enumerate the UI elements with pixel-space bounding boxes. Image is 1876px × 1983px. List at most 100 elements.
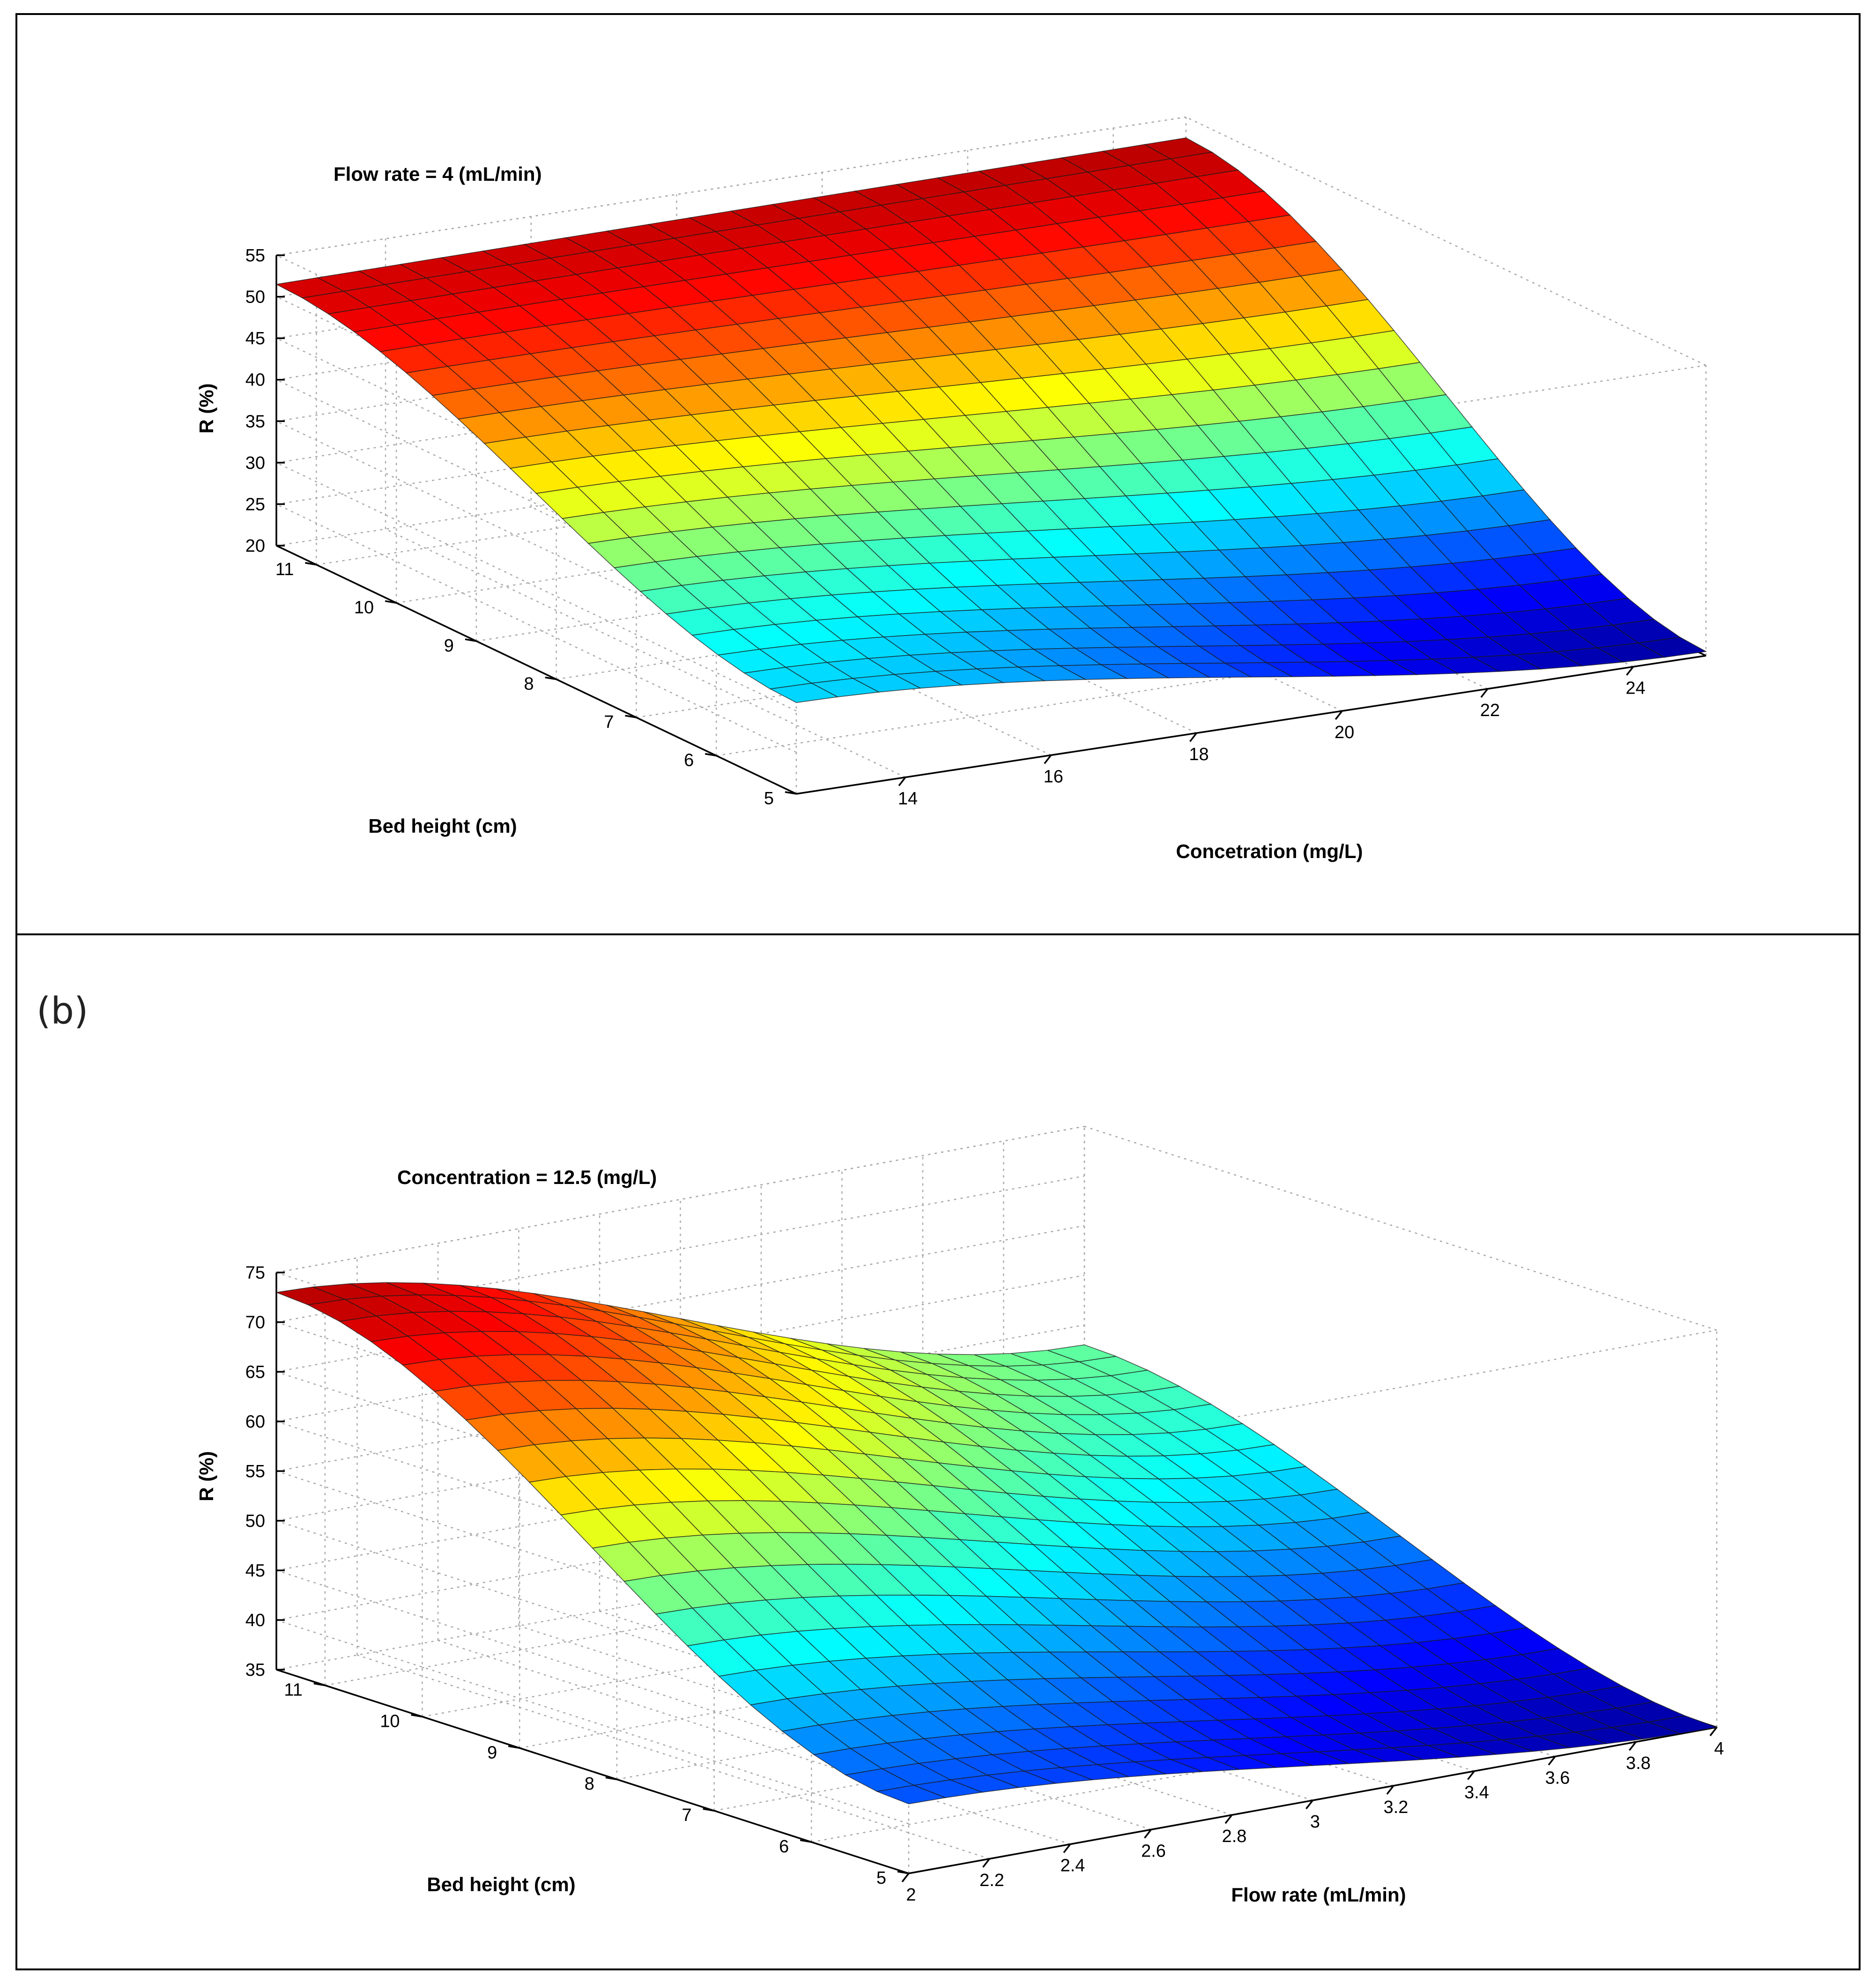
chart-b-surface-plot: 2 2.2 2.4 2.6 2.8 3 3.2 3.4 3.6 3.8 4 5 6 7 8 9 10 11 35… — [195, 1125, 1724, 1906]
y-tick-mark — [785, 791, 797, 795]
z-tick-label: 75 — [245, 1263, 265, 1283]
x-tick-label: 22 — [1480, 701, 1500, 720]
z-tick-label: 20 — [245, 536, 265, 556]
x-tick-mark — [1467, 1770, 1475, 1780]
z-tick-label: 65 — [245, 1362, 265, 1382]
y-tick-label: 10 — [380, 1711, 400, 1731]
grid-line — [908, 1329, 1717, 1477]
x-tick-label: 24 — [1625, 679, 1645, 698]
surface-patch — [1637, 636, 1707, 658]
x-tick-label: 18 — [1189, 745, 1209, 764]
chart-b-surface — [274, 1282, 1719, 1805]
x-tick-mark — [1063, 1843, 1071, 1853]
y-tick-mark — [305, 562, 317, 566]
grid-line — [276, 1324, 1085, 1472]
y-tick-label: 8 — [524, 674, 534, 694]
grid-line — [276, 462, 797, 711]
x-tick-label: 3.2 — [1384, 1798, 1409, 1817]
chart-b-zlabel: R (%) — [195, 1451, 217, 1501]
y-tick-mark — [508, 1745, 520, 1749]
x-axis-line — [796, 655, 1706, 795]
z-tick-label: 35 — [245, 1660, 265, 1680]
chart-b-annotation: Concentration = 12.5 (mg/L) — [397, 1166, 657, 1188]
y-tick-label: 11 — [275, 560, 294, 579]
x-tick-mark — [1189, 733, 1197, 742]
y-tick-label: 5 — [764, 789, 774, 808]
x-tick-mark — [1224, 1814, 1233, 1824]
y-axis-line — [276, 545, 797, 795]
x-tick-label: 16 — [1044, 767, 1063, 786]
grid-line — [385, 528, 906, 778]
grid-line — [276, 1125, 1085, 1273]
grid-line — [1186, 116, 1706, 366]
chart-a-annotation: Flow rate = 4 (mL/min) — [334, 163, 542, 185]
grid-line — [276, 1225, 1085, 1373]
y-tick-label: 8 — [585, 1774, 594, 1794]
y-tick-label: 7 — [604, 712, 614, 732]
chart-b-x-ticks: 2 2.2 2.4 2.6 2.8 3 3.2 3.4 3.6 3.8 4 — [906, 1739, 1724, 1905]
z-tick-label: 30 — [245, 453, 265, 473]
z-tick-label: 40 — [245, 1611, 265, 1630]
y-tick-mark — [385, 600, 397, 604]
y-tick-label: 10 — [354, 598, 374, 617]
y-tick-label: 9 — [487, 1743, 497, 1762]
z-tick-label: 50 — [245, 288, 265, 307]
y-tick-mark — [605, 1776, 617, 1780]
y-tick-mark — [411, 1714, 423, 1718]
z-tick-label: 50 — [245, 1511, 265, 1531]
chart-b-z-ticks: 35 40 45 50 55 60 65 70 75 — [245, 1263, 265, 1680]
y-tick-mark — [897, 1871, 909, 1874]
y-tick-label: 6 — [779, 1837, 789, 1857]
grid-line — [276, 421, 797, 670]
x-tick-mark — [901, 1872, 910, 1883]
panel-b-label: (b) — [37, 990, 88, 1032]
y-axis-line — [276, 1669, 909, 1874]
x-tick-mark — [982, 1858, 990, 1868]
x-tick-mark — [1044, 755, 1052, 764]
x-tick-label: 14 — [898, 789, 918, 809]
chart-b-y-ticks: 5 6 7 8 9 10 11 — [284, 1680, 886, 1888]
y-tick-mark — [313, 1682, 326, 1687]
y-tick-label: 11 — [284, 1680, 302, 1700]
chart-b-xlabel: Flow rate (mL/min) — [1231, 1884, 1406, 1906]
y-tick-label: 5 — [876, 1868, 886, 1888]
x-tick-mark — [898, 777, 906, 786]
chart-a-surface — [275, 137, 1707, 703]
z-tick-label: 35 — [245, 412, 265, 431]
grid-line — [716, 617, 1626, 756]
z-tick-label: 45 — [245, 1561, 265, 1581]
z-tick-label: 45 — [245, 329, 265, 348]
x-tick-label: 2.4 — [1060, 1856, 1085, 1876]
grid-line — [276, 379, 797, 629]
grid-line — [276, 338, 797, 587]
z-tick-label: 55 — [245, 1462, 265, 1481]
x-tick-label: 2.6 — [1141, 1841, 1166, 1861]
y-tick-mark — [703, 1808, 714, 1812]
grid-line — [276, 503, 797, 753]
y-tick-label: 7 — [682, 1805, 691, 1825]
x-tick-mark — [1480, 688, 1489, 698]
x-tick-mark — [1144, 1829, 1152, 1839]
chart-a-zlabel: R (%) — [195, 383, 217, 433]
x-tick-label: 3 — [1310, 1812, 1320, 1832]
x-tick-label: 2.8 — [1222, 1827, 1247, 1846]
x-tick-label: 3.6 — [1545, 1768, 1570, 1788]
y-tick-mark — [800, 1839, 812, 1843]
x-tick-mark — [1709, 1726, 1718, 1737]
grid-line — [276, 1274, 1085, 1422]
z-tick-label: 60 — [245, 1412, 265, 1432]
z-tick-label: 70 — [245, 1313, 265, 1332]
y-tick-mark — [625, 715, 637, 718]
x-tick-label: 4 — [1714, 1739, 1724, 1759]
x-tick-label: 2 — [906, 1885, 916, 1905]
y-tick-label: 9 — [444, 636, 454, 656]
y-tick-mark — [465, 638, 477, 642]
chart-a-x-ticks: 14 16 18 20 22 24 — [898, 679, 1646, 809]
chart-a-z-ticks: 20 25 30 35 40 45 50 55 — [245, 246, 265, 556]
surface-patch — [1646, 1715, 1719, 1734]
chart-a-y-ticks: 5 6 7 8 9 10 11 — [275, 560, 774, 808]
y-tick-mark — [704, 753, 717, 757]
x-tick-mark — [1335, 710, 1343, 720]
chart-a-xlabel: Concetration (mg/L) — [1176, 840, 1363, 862]
